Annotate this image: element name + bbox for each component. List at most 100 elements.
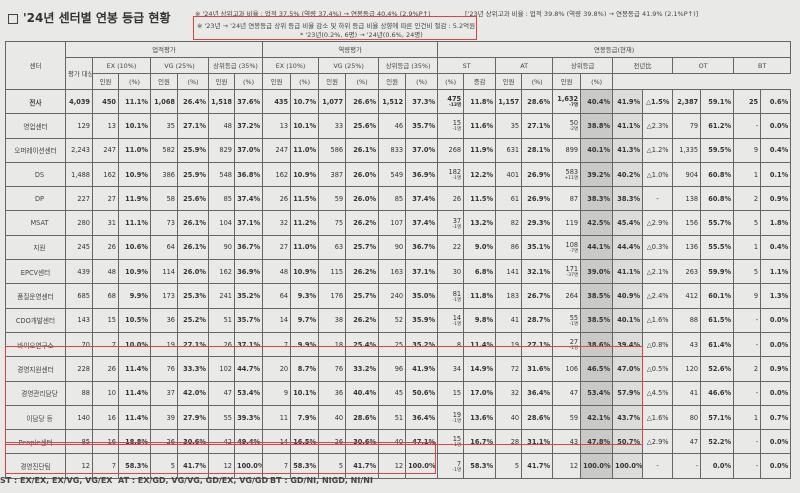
cell-value: 41.3% — [617, 146, 641, 155]
cell-value: △2.3% — [646, 121, 669, 130]
table-cell: 2 — [733, 356, 762, 382]
cell-value: 12 — [394, 462, 404, 471]
table-cell: 16.5% — [290, 429, 320, 455]
table-cell: 19 — [495, 331, 523, 358]
subcol-count: 인원 — [150, 73, 178, 90]
table-cell: 35 — [495, 113, 523, 139]
subcol-count: 인원 — [92, 73, 119, 90]
table-cell: 102 — [208, 356, 235, 382]
cell-value: 156 — [685, 219, 699, 228]
table-cell: 58 — [150, 186, 178, 212]
table-cell: △1.2% — [642, 137, 674, 163]
table-cell: 36.7% — [233, 234, 264, 261]
table-cell: 46.5% — [580, 356, 614, 382]
subcol-change: 증감 — [463, 73, 497, 90]
cell-value: 26 — [279, 194, 289, 203]
table-cell: 2,243 — [65, 137, 93, 163]
table-cell: 25.9% — [177, 161, 209, 188]
cell-value: 85 — [81, 437, 90, 446]
table-cell: 26.1% — [177, 210, 209, 236]
change-note: -1명 — [569, 346, 579, 352]
cell-value: 39.3% — [237, 413, 261, 422]
table-cell: 55.5% — [700, 234, 735, 261]
table-cell: 26.2% — [345, 210, 380, 236]
cell-value: 5 — [514, 462, 520, 471]
table-cell: 88 — [65, 380, 93, 406]
cell-value: 8.7% — [297, 364, 317, 373]
table-cell: 58.3% — [290, 453, 320, 479]
cell-value: 82 — [510, 219, 520, 228]
table-cell: 38.5% — [580, 283, 614, 309]
table-cell: 100.0% — [580, 453, 614, 479]
table-cell: 7 — [262, 331, 292, 358]
cell-value: 475 — [447, 95, 462, 104]
cell-value: 47.8% — [587, 437, 611, 446]
table-cell: 162 — [208, 259, 235, 285]
note-2024-ratio: ※ '24년 상위고과 비율 : 업적 37.5% (역량 37.4%) → 연… — [195, 10, 431, 18]
table-cell: 32.1% — [521, 259, 554, 285]
table-cell: 245 — [65, 234, 93, 261]
table-row: 오퍼레이션센터 2,243 247 11.0% 582 25.9% 829 37.0% 247 1… — [5, 137, 792, 163]
center-name: People센터 — [5, 429, 66, 455]
table-row: DP 227 27 11.9% 58 25.6% 85 37.4% 26 11.5% 59 26.0%… — [5, 186, 792, 212]
cell-value: 9.9% — [297, 340, 317, 349]
table-cell: 586 — [318, 137, 347, 163]
cell-value: 61.5% — [708, 316, 732, 325]
table-cell: 26.7% — [521, 283, 554, 309]
cell-value: - — [755, 316, 759, 325]
cell-value: 12 — [223, 462, 232, 471]
cell-value: 2,243 — [71, 146, 90, 155]
table-cell: 90 — [208, 234, 235, 261]
table-cell: 41.1% — [612, 259, 644, 285]
table-cell: 35.9% — [405, 307, 439, 333]
table-cell: 25.4% — [345, 331, 380, 358]
cell-value: 14 — [452, 313, 462, 322]
table-cell: 61.5% — [700, 307, 735, 333]
table-cell: 35.2% — [405, 331, 439, 358]
cell-value: 44.7% — [237, 364, 261, 373]
table-cell: 60.1% — [700, 283, 735, 309]
cell-value: 37.1% — [237, 340, 261, 349]
table-cell: 1,518 — [208, 88, 235, 115]
table-cell: 36.9% — [233, 259, 264, 285]
table-cell: 25.6% — [177, 186, 209, 212]
cell-value: 104 — [219, 219, 232, 228]
subcol-pct: (%) — [345, 73, 380, 90]
table-cell: 173 — [150, 283, 178, 309]
table-cell: 87 — [552, 186, 582, 212]
table-cell: 41.3% — [612, 137, 644, 163]
table-cell: 59.9% — [700, 259, 735, 285]
cell-value: 10.9% — [293, 267, 317, 276]
cell-value: 17.0% — [470, 389, 494, 398]
table-cell: 28.7% — [521, 307, 554, 333]
table-cell: 263 — [672, 259, 702, 285]
table-cell: 39.2% — [580, 161, 614, 188]
table-cell: 228 — [65, 356, 93, 382]
cell-value: 60.1% — [708, 292, 732, 301]
table-cell: 1.8% — [760, 210, 792, 236]
table-cell: 16.7% — [463, 429, 497, 455]
cell-value: 0.0% — [769, 316, 789, 325]
table-cell: - — [733, 429, 762, 455]
cell-value: 26 — [166, 437, 175, 446]
cell-value: 32 — [279, 219, 289, 228]
cell-value: 37.0% — [237, 146, 261, 155]
cell-value: 41.7% — [183, 462, 206, 471]
center-name: 오퍼레이션센터 — [5, 137, 66, 163]
cell-value: 1 — [753, 170, 759, 179]
table-cell: 40 — [495, 404, 523, 431]
cell-value: 64 — [279, 292, 289, 301]
cell-value: 9.8% — [474, 316, 494, 325]
cell-value: 15 — [452, 389, 462, 398]
cell-value: 31.1% — [527, 437, 551, 446]
table-cell: 42.0% — [177, 380, 209, 406]
cell-value: 9 — [753, 146, 759, 155]
cell-value: 14.9% — [470, 364, 494, 373]
table-cell: 58.3% — [118, 453, 151, 479]
table-cell: 19 — [150, 331, 178, 358]
cell-value: △1.2% — [646, 146, 669, 155]
cell-value: 15 — [452, 119, 462, 128]
table-cell: 7 — [262, 453, 292, 479]
cell-value: 25.7% — [353, 292, 377, 301]
cell-value: 27.1% — [527, 340, 551, 349]
